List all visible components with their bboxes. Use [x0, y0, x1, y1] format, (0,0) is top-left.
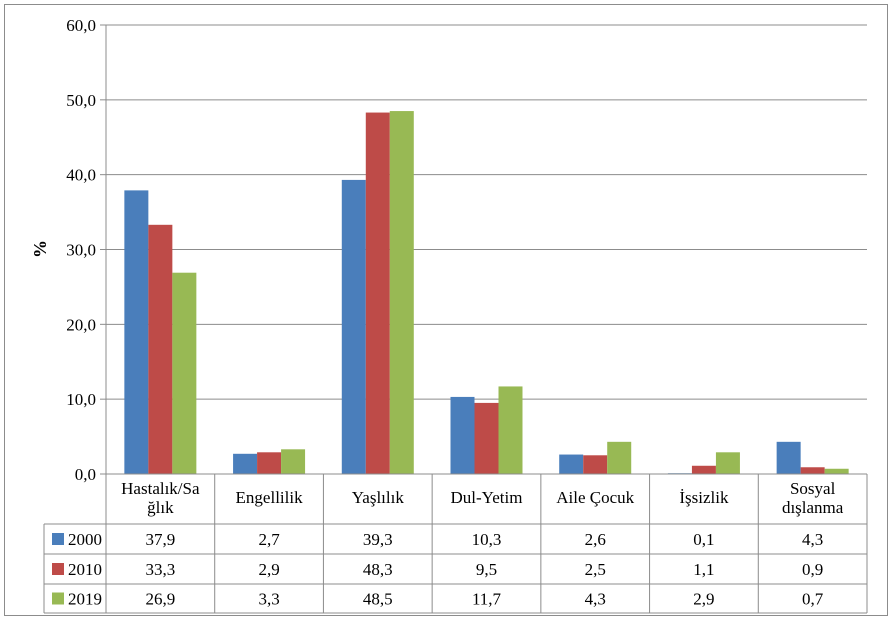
- y-tick-label: 0,0: [75, 465, 96, 484]
- x-category-label: Dul-Yetim: [451, 488, 523, 507]
- data-label: 39,3: [363, 530, 393, 549]
- data-label: 2,9: [258, 560, 279, 579]
- data-label: 37,9: [145, 530, 175, 549]
- legend-label-2019: 2019: [68, 590, 102, 609]
- bar: [172, 272, 197, 474]
- data-label: 48,5: [363, 590, 393, 609]
- y-tick-label: 30,0: [66, 241, 96, 260]
- bar: [474, 402, 499, 474]
- data-label: 2,7: [258, 530, 280, 549]
- legend-key-2010: [52, 563, 64, 575]
- bar: [498, 386, 523, 474]
- y-tick-label: 60,0: [66, 16, 96, 35]
- legend-key-2019: [52, 592, 64, 605]
- y-tick-label: 10,0: [66, 390, 96, 409]
- bar: [365, 112, 390, 475]
- data-label: 0,9: [802, 560, 823, 579]
- bar: [124, 190, 149, 475]
- bar: [233, 453, 258, 474]
- x-category-label: Hastalık/Sa: [121, 479, 200, 498]
- bar: [281, 449, 306, 474]
- legend-key-2000: [52, 533, 64, 545]
- y-tick-label: 20,0: [66, 315, 96, 334]
- data-label: 3,3: [258, 590, 279, 609]
- data-label: 4,3: [585, 590, 606, 609]
- data-label: 10,3: [472, 530, 502, 549]
- x-category-label: Aile Çocuk: [556, 488, 634, 507]
- data-label: 9,5: [476, 560, 497, 579]
- data-label: 2,9: [693, 590, 714, 609]
- bar: [148, 224, 173, 474]
- data-label: 48,3: [363, 560, 393, 579]
- y-tick-label: 40,0: [66, 166, 96, 185]
- data-label: 11,7: [472, 590, 502, 609]
- x-category-label: dışlanma: [782, 498, 844, 517]
- data-label: 26,9: [145, 590, 175, 609]
- bar: [776, 441, 801, 474]
- y-tick-label: 50,0: [66, 91, 96, 110]
- legend-label-2010: 2010: [68, 560, 102, 579]
- data-label: 0,7: [802, 590, 824, 609]
- x-category-label: Sosyal: [790, 479, 836, 498]
- bar: [341, 179, 366, 474]
- bar: [691, 465, 716, 474]
- data-label: 33,3: [145, 560, 175, 579]
- bar: [389, 111, 414, 474]
- bar: [715, 452, 740, 474]
- x-category-label: Engellilik: [236, 488, 304, 507]
- bar: [257, 452, 282, 474]
- bar: [607, 441, 632, 474]
- y-axis-label: %: [30, 240, 50, 258]
- data-label: 4,3: [802, 530, 823, 549]
- bar: [824, 468, 849, 474]
- bar: [450, 396, 475, 474]
- data-label: 2,5: [585, 560, 606, 579]
- x-category-label: Yaşlılık: [352, 488, 405, 507]
- x-category-label: İşsizlik: [679, 488, 729, 507]
- data-label: 0,1: [693, 530, 714, 549]
- bar: [559, 454, 584, 474]
- bar: [800, 467, 825, 474]
- data-label: 2,6: [585, 530, 606, 549]
- x-category-label: ğlık: [147, 498, 174, 517]
- bar: [583, 455, 608, 474]
- data-label: 1,1: [693, 560, 714, 579]
- legend-label-2000: 2000: [68, 530, 102, 549]
